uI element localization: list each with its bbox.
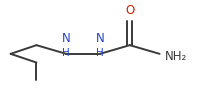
Text: H: H <box>96 48 104 58</box>
Text: NH₂: NH₂ <box>165 50 187 62</box>
Text: H: H <box>62 48 70 58</box>
Text: N: N <box>62 32 71 45</box>
Text: N: N <box>96 32 104 45</box>
Text: O: O <box>125 4 134 17</box>
